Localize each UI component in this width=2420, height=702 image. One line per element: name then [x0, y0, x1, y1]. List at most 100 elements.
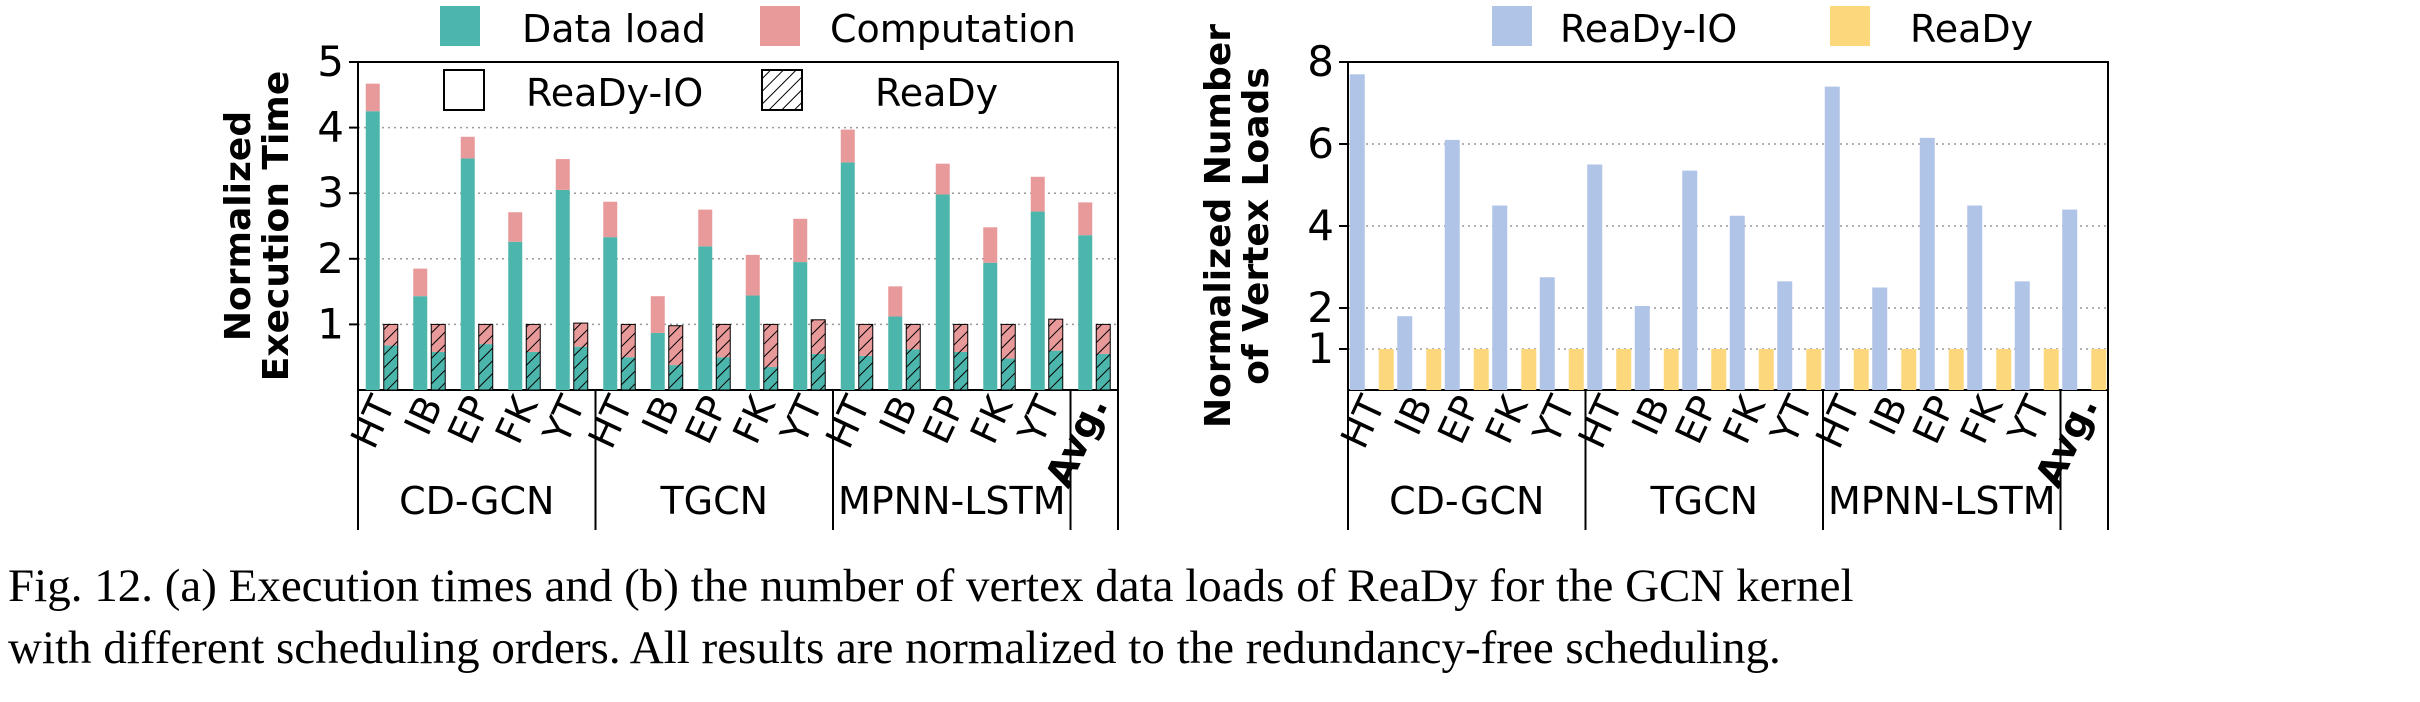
y-axis-label: Normalized Numberof Vertex Loads	[1198, 24, 1277, 428]
y-tick-label: 5	[317, 37, 344, 86]
y-axis-label-line: Normalized Number	[1198, 24, 1239, 428]
bar-readyio-computation	[888, 286, 903, 317]
bar-readyio-data-load	[698, 246, 713, 390]
x-tick-label: FK	[962, 388, 1022, 450]
bar-readyio-data-load	[365, 111, 380, 390]
bar-readyio-computation	[508, 212, 523, 242]
bar-readyio	[1492, 205, 1508, 390]
bar-ready	[1426, 349, 1442, 390]
figure-caption: Fig. 12. (a) Execution times and (b) the…	[8, 555, 2412, 679]
bar-ready	[1853, 349, 1869, 390]
legend-swatch-readyio	[443, 69, 485, 111]
x-tick-label: FK	[724, 388, 784, 450]
bar-readyio	[1872, 287, 1888, 390]
x-tick-label: HT	[1332, 389, 1394, 455]
bar-ready-hatch	[1000, 323, 1016, 391]
bar-ready-hatch	[953, 323, 969, 391]
bar-readyio-data-load	[555, 189, 570, 390]
x-tick-label: HT	[817, 389, 879, 455]
y-tick-label: 6	[1307, 119, 1334, 168]
bar-readyio	[1444, 139, 1460, 390]
bar-readyio-data-load	[983, 262, 998, 390]
bar-readyio-data-load	[650, 332, 665, 390]
bar-readyio-data-load	[460, 158, 475, 390]
bar-readyio	[1729, 215, 1745, 390]
b-plot-frame	[1347, 61, 2109, 391]
bar-readyio-computation	[983, 227, 998, 263]
x-tick-label: YT	[1761, 389, 1821, 451]
x-tick-label: HT	[1807, 389, 1869, 455]
y-tick-label: 4	[317, 103, 344, 152]
bar-readyio	[1824, 86, 1840, 390]
bar-ready	[1473, 349, 1489, 390]
bar-ready-hatch	[525, 323, 541, 391]
bar-ready	[1901, 349, 1917, 390]
legend-label: Computation	[830, 7, 1076, 51]
bar-readyio-data-load	[413, 296, 428, 390]
bar-readyio-data-load	[603, 237, 618, 390]
group-label: CD-GCN	[399, 479, 554, 523]
x-tick-label: FK	[1477, 388, 1537, 450]
bar-readyio-computation	[698, 209, 713, 247]
x-tick-label: YT	[771, 389, 831, 451]
bar-readyio	[1539, 277, 1555, 390]
bar-readyio	[1682, 170, 1698, 390]
y-tick-label: 1	[317, 299, 344, 348]
bar-readyio-data-load	[888, 316, 903, 390]
bar-readyio-computation	[555, 159, 570, 190]
x-tick-label: EP	[1904, 389, 1964, 450]
y-tick-label: 2	[317, 234, 344, 283]
bar-readyio	[1349, 74, 1365, 391]
bar-ready	[1758, 349, 1774, 390]
bar-ready	[2043, 349, 2059, 390]
bar-readyio-data-load	[1078, 235, 1093, 390]
bar-readyio-data-load	[793, 262, 808, 390]
x-tick-label: YT	[1524, 389, 1584, 451]
bar-ready-hatch	[620, 323, 636, 391]
bar-readyio-computation	[413, 268, 428, 297]
y-axis-label-line: Execution Time	[256, 71, 297, 381]
bar-readyio-data-load	[840, 162, 855, 390]
bar-ready-hatch	[1095, 323, 1111, 391]
group-label: TGCN	[659, 479, 768, 523]
bar-ready-hatch	[905, 323, 921, 391]
legend-label: ReaDy	[1910, 7, 2033, 51]
group-label: TGCN	[1649, 479, 1758, 523]
group-label: CD-GCN	[1389, 479, 1544, 523]
x-tick-label: EP	[677, 389, 737, 450]
bar-ready-hatch	[810, 319, 826, 391]
bar-ready-hatch	[763, 323, 779, 391]
legend-swatch-computation	[760, 6, 800, 46]
bar-ready-hatch	[478, 323, 494, 391]
bar-ready	[1663, 349, 1679, 390]
bar-ready-hatch	[430, 323, 446, 391]
a-plot-frame	[357, 61, 1119, 391]
bar-readyio	[1397, 316, 1413, 390]
caption-line-1: Fig. 12. (a) Execution times and (b) the…	[8, 560, 1854, 612]
bar-readyio	[1587, 164, 1603, 390]
bar-ready-hatch	[383, 323, 399, 391]
legend-label: ReaDy	[875, 71, 998, 115]
y-axis-label-line: of Vertex Loads	[1236, 67, 1277, 385]
y-tick-label: 4	[1307, 201, 1334, 250]
bar-readyio-computation	[1078, 202, 1093, 236]
x-tick-label: EP	[914, 389, 974, 450]
legend-swatch-ready	[761, 69, 803, 111]
x-tick-label: EP	[1429, 389, 1489, 450]
bar-ready	[1806, 349, 1822, 390]
y-tick-label: 3	[317, 168, 344, 217]
x-tick-label: FK	[487, 388, 547, 450]
bar-readyio-computation	[603, 201, 618, 238]
bar-readyio-data-load	[935, 194, 950, 390]
y-axis-label-line: Normalized	[218, 111, 259, 341]
group-label: MPNN-LSTM	[1828, 479, 2056, 523]
bar-readyio	[1634, 305, 1650, 390]
bar-ready-hatch	[715, 323, 731, 391]
legend-swatch-data-load	[440, 6, 480, 46]
bar-readyio-computation	[650, 296, 665, 333]
legend-a: Data load Computation ReaDy-IO ReaDy	[440, 6, 1076, 115]
bar-ready-hatch	[573, 322, 589, 391]
x-tick-label: HT	[342, 389, 404, 455]
